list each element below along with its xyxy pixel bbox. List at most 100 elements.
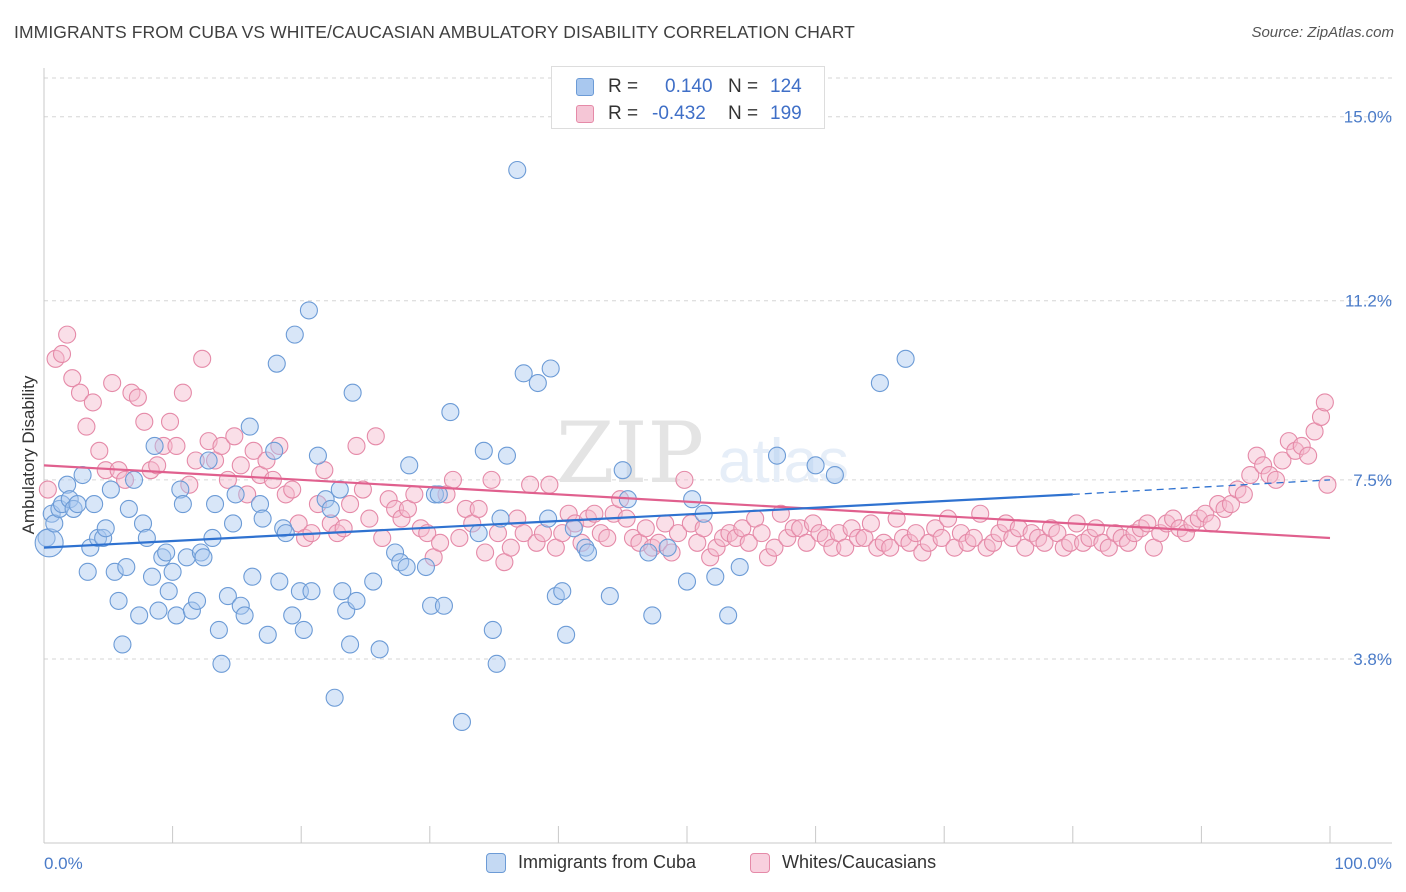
cuba-point	[218, 587, 237, 606]
watermark-zip: ZIP	[556, 404, 704, 502]
whites-point	[926, 519, 945, 538]
stats-row-cuba: R = 0.140 N = 124	[576, 75, 802, 99]
cuba-point	[434, 596, 453, 615]
whites-point	[167, 436, 186, 456]
whites-point	[58, 325, 77, 344]
cuba-point	[240, 417, 259, 436]
whites-point	[405, 485, 424, 504]
cuba-trend-extension	[1072, 479, 1331, 496]
whites-point	[939, 509, 958, 528]
whites-point	[765, 538, 784, 557]
legend-item-cuba[interactable]: Immigrants from Cuba	[486, 852, 696, 873]
cuba-point	[205, 495, 225, 514]
cuba-point	[88, 528, 108, 548]
whites-point	[1266, 470, 1286, 489]
cuba-point	[149, 601, 168, 620]
cuba-point	[68, 495, 87, 514]
whites-point	[263, 470, 282, 489]
whites-point	[283, 480, 302, 499]
cuba-point	[173, 495, 192, 514]
whites-point	[1247, 446, 1266, 465]
cuba-point	[683, 490, 702, 509]
whites-point	[964, 528, 983, 548]
whites-point	[450, 528, 469, 548]
whites-point	[694, 519, 713, 538]
r-label: R =	[608, 103, 639, 124]
whites-point	[900, 533, 919, 552]
cuba-point	[474, 441, 493, 460]
legend-item-whites[interactable]: Whites/Caucasians	[750, 852, 936, 873]
cuba-point	[302, 582, 321, 601]
whites-point	[1119, 533, 1138, 552]
cuba-point	[85, 495, 104, 514]
cuba-point	[145, 436, 164, 456]
whites-point	[1318, 475, 1337, 494]
whites-point	[193, 349, 212, 368]
whites-point	[186, 451, 205, 470]
cuba-point	[250, 495, 270, 514]
cuba-point	[265, 441, 284, 460]
n-value: 199	[770, 103, 802, 124]
cuba-point	[400, 456, 419, 475]
cuba-point	[167, 606, 186, 625]
tick-labels: 3.8% 7.5% 11.2% 15.0% 0.0% 100.0%	[44, 108, 1392, 873]
cuba-point	[487, 654, 506, 673]
whites-point	[244, 441, 263, 460]
whites-point	[212, 436, 231, 456]
whites-swatch	[576, 105, 594, 123]
whites-point	[386, 499, 405, 518]
whites-point	[128, 388, 147, 407]
whites-point	[752, 524, 771, 543]
whites-point	[173, 383, 192, 402]
whites-point	[797, 533, 816, 552]
chart-title: IMMIGRANTS FROM CUBA VS WHITE/CAUCASIAN …	[14, 22, 855, 42]
whites-point	[1315, 393, 1334, 412]
cuba-point	[105, 562, 124, 581]
whites-point	[341, 495, 360, 514]
cuba-point	[539, 509, 558, 528]
cuba-point	[258, 625, 277, 644]
cuba-point	[730, 557, 749, 577]
cuba-point	[425, 485, 444, 504]
y-tick-label: 3.8%	[1353, 650, 1392, 669]
cuba-point	[96, 519, 115, 538]
whites-point	[469, 499, 488, 518]
cuba-point	[283, 606, 302, 625]
whites-point	[1164, 509, 1183, 528]
whites-point	[598, 528, 617, 548]
cuba-point	[223, 514, 243, 533]
x-tick-label-min: 0.0%	[44, 854, 83, 873]
cuba-point	[45, 514, 64, 533]
cuba-point	[34, 528, 64, 558]
y-tick-label: 11.2%	[1345, 292, 1392, 311]
whites-point	[707, 538, 726, 557]
cuba-point	[343, 383, 362, 402]
cuba-point	[452, 712, 472, 732]
cuba-point	[209, 620, 228, 640]
cuba-point	[163, 562, 182, 581]
whites-point	[482, 470, 501, 489]
n-value: 124	[770, 76, 802, 97]
cuba-point	[870, 373, 889, 393]
whites-point	[443, 470, 462, 489]
cuba-point	[706, 567, 725, 586]
cuba-point	[157, 543, 176, 562]
cuba-point	[386, 543, 405, 562]
whites-point	[373, 528, 392, 548]
whites-point	[836, 538, 855, 557]
cuba-point	[231, 596, 250, 615]
whites-point	[38, 480, 57, 499]
cuba-point	[347, 591, 366, 610]
whites-point	[501, 538, 520, 557]
cuba-point	[557, 625, 576, 644]
cuba-point	[73, 465, 92, 485]
cuba-point	[639, 543, 658, 562]
cuba-point	[564, 519, 583, 538]
cuba-point	[117, 557, 136, 577]
cuba-point	[182, 601, 201, 620]
whites-legend-swatch	[750, 852, 770, 873]
cuba-points	[34, 160, 915, 732]
cuba-point	[613, 461, 632, 480]
cuba-point	[226, 485, 245, 504]
whites-point	[739, 533, 758, 552]
